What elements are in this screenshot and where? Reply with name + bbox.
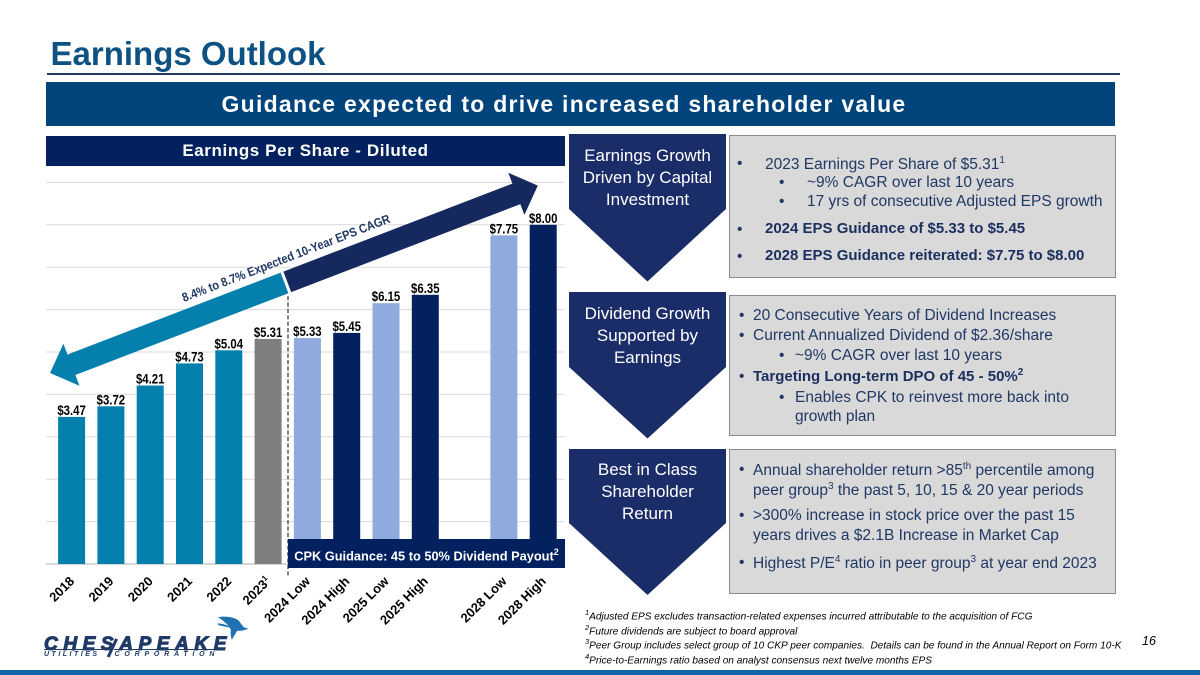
svg-text:2022: 2022 [203,574,234,605]
svg-text:$3.72: $3.72 [97,391,126,407]
svg-text:$5.45: $5.45 [332,318,361,334]
svg-text:$5.33: $5.33 [293,323,322,339]
svg-text:$4.73: $4.73 [175,348,204,364]
svg-text:2021: 2021 [164,574,195,605]
svg-text:$7.75: $7.75 [490,220,519,236]
svg-text:$5.31: $5.31 [254,324,283,340]
svg-text:$4.21: $4.21 [136,371,165,387]
svg-text:2020: 2020 [125,574,156,605]
svg-text:20231: 20231 [240,573,275,608]
svg-text:2018: 2018 [46,574,77,605]
svg-text:$6.15: $6.15 [372,288,401,304]
svg-text:$5.04: $5.04 [215,335,244,351]
svg-text:$6.35: $6.35 [411,280,440,296]
svg-text:$8.00: $8.00 [529,210,558,226]
svg-text:2019: 2019 [85,574,116,605]
svg-text:$3.47: $3.47 [57,402,86,418]
